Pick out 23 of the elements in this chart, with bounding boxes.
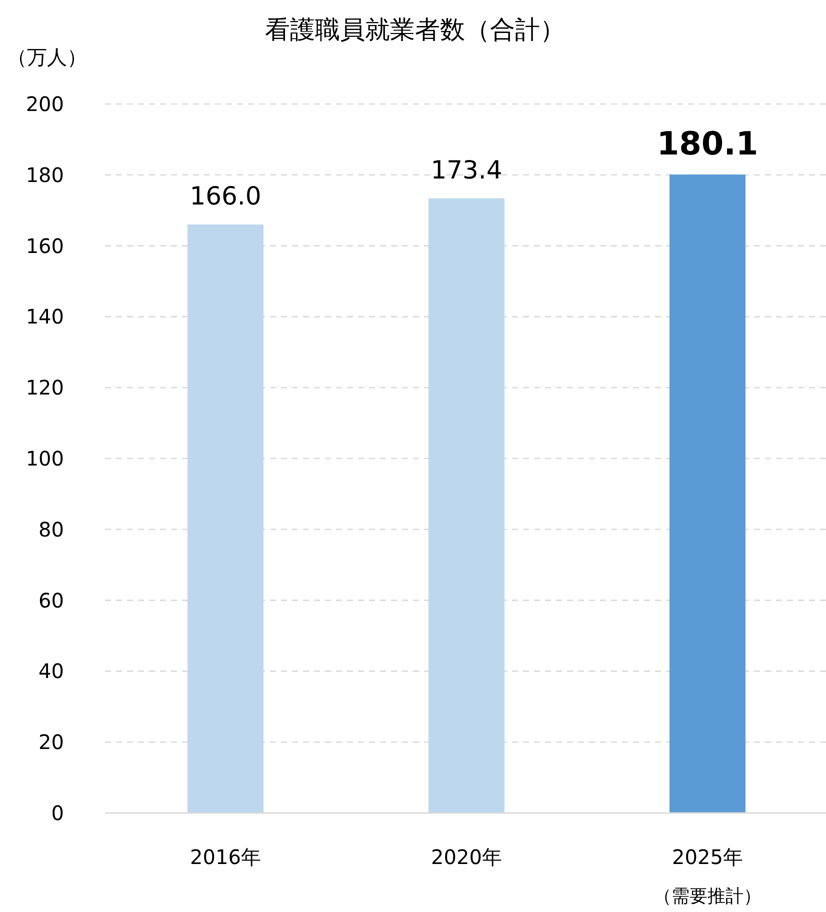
y-tick-label: 140: [26, 304, 64, 329]
data-label: 166.0: [190, 182, 262, 211]
data-label: 173.4: [430, 155, 502, 184]
y-tick-label: 180: [26, 162, 64, 187]
y-tick-label: 120: [26, 376, 64, 400]
y-tick-label: 20: [38, 730, 64, 754]
y-tick-label: 100: [26, 446, 64, 470]
bar: [188, 224, 264, 813]
y-tick-label: 160: [26, 234, 64, 258]
y-tick-label: 200: [26, 92, 64, 116]
y-tick-label: 40: [38, 659, 64, 684]
y-tick-label: 60: [38, 588, 64, 612]
x-tick-label: 2016年: [190, 845, 261, 869]
x-tick-label: 2020年: [431, 845, 502, 869]
text: （需要推計）: [654, 886, 762, 907]
y-axis-title: （万人）: [7, 45, 87, 69]
y-tick-label: 0: [51, 801, 64, 825]
bar: [428, 198, 504, 813]
x-tick-label: 2025年: [672, 845, 743, 869]
y-tick-label: 80: [38, 517, 64, 542]
bar: [670, 174, 746, 813]
data-label: 180.1: [656, 124, 758, 163]
chart-title: 看護職員就業者数（合計）: [265, 15, 565, 44]
